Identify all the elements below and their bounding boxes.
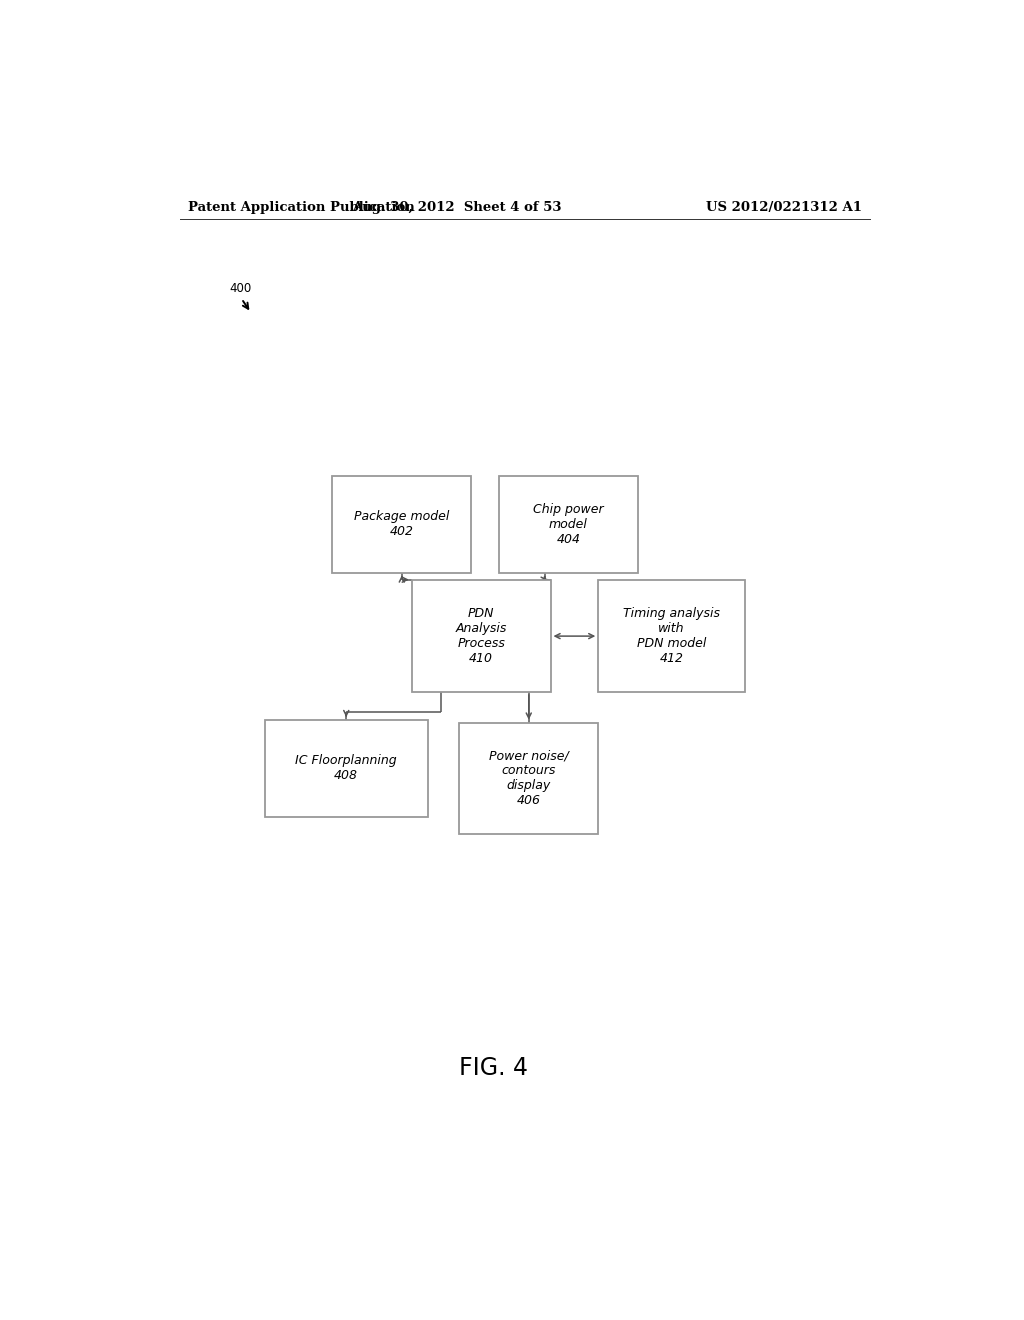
Bar <box>412 581 551 692</box>
Text: FIG. 4: FIG. 4 <box>459 1056 527 1080</box>
Text: Power noise/
contours
display
406: Power noise/ contours display 406 <box>488 750 568 808</box>
Text: Package model
402: Package model 402 <box>354 511 450 539</box>
Text: Aug. 30, 2012  Sheet 4 of 53: Aug. 30, 2012 Sheet 4 of 53 <box>352 201 562 214</box>
Text: PDN
Analysis
Process
410: PDN Analysis Process 410 <box>456 607 507 665</box>
Text: Chip power
model
404: Chip power model 404 <box>534 503 604 545</box>
Bar <box>598 581 745 692</box>
Bar <box>333 477 471 573</box>
Bar <box>499 477 638 573</box>
Bar <box>460 722 598 834</box>
Text: 400: 400 <box>229 282 252 294</box>
Text: US 2012/0221312 A1: US 2012/0221312 A1 <box>707 201 862 214</box>
Text: Patent Application Publication: Patent Application Publication <box>187 201 415 214</box>
Text: Timing analysis
with
PDN model
412: Timing analysis with PDN model 412 <box>624 607 720 665</box>
Bar <box>265 719 428 817</box>
Text: IC Floorplanning
408: IC Floorplanning 408 <box>296 754 397 783</box>
